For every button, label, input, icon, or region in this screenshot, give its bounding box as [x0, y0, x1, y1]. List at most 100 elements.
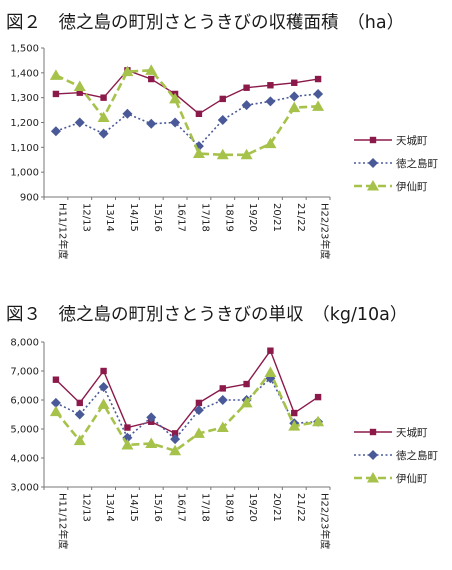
data-point	[76, 89, 83, 96]
legend-entry: 伊仙町	[354, 472, 428, 485]
legend-label: 伊仙町	[396, 180, 428, 193]
x-tick-label: H22/23年度	[319, 203, 332, 259]
x-tick-label: H22/23年度	[319, 493, 332, 549]
data-point	[243, 84, 250, 91]
data-point	[240, 148, 253, 160]
x-tick-label: 19/20	[247, 493, 258, 522]
y-tick-label: 5,000	[10, 425, 39, 436]
legend-marker	[367, 472, 379, 483]
chart-title: 図２ 徳之島の町別さとうきびの収穫面積 （ha）	[6, 13, 404, 33]
series-line	[55, 69, 319, 115]
series-line	[55, 350, 319, 435]
y-tick-label: 1,300	[10, 93, 39, 104]
legend-label: 徳之島町	[396, 157, 438, 170]
data-point	[314, 393, 322, 401]
y-tick-label: 8,000	[10, 338, 39, 349]
data-point	[291, 79, 298, 86]
legend-entry: 徳之島町	[354, 157, 438, 170]
data-point	[122, 108, 133, 119]
x-tick-label: 18/19	[223, 203, 234, 232]
legend-marker	[369, 136, 377, 144]
legend-marker	[367, 180, 379, 191]
data-point	[97, 111, 110, 123]
data-point	[121, 65, 134, 77]
x-tick-label: 17/18	[199, 493, 210, 522]
data-point	[217, 395, 228, 405]
series-伊仙町	[49, 366, 325, 456]
data-point	[219, 95, 226, 103]
legend-label: 天城町	[396, 135, 428, 147]
legend-label: 天城町	[396, 427, 428, 439]
data-point	[192, 427, 205, 438]
series-伊仙町	[49, 64, 325, 160]
data-point	[146, 412, 157, 423]
data-point	[265, 96, 276, 107]
x-tick-label: 19/20	[247, 203, 258, 232]
y-tick-label: 1,000	[10, 168, 39, 179]
y-tick-label: 1,200	[10, 118, 39, 129]
legend-label: 徳之島町	[396, 449, 438, 462]
series-line	[55, 93, 319, 147]
data-point	[291, 409, 298, 417]
chart-1: 図２ 徳之島の町別さとうきびの収穫面積 （ha） 900 1,000 1,100 1,2…	[6, 13, 438, 259]
data-point	[241, 100, 252, 111]
series-徳之島町	[50, 88, 324, 152]
legend-entry: 天城町	[354, 135, 428, 147]
y-tick-label: 900	[20, 193, 39, 204]
data-point	[74, 117, 85, 128]
data-point	[145, 437, 158, 448]
data-point	[52, 90, 60, 98]
data-point	[289, 91, 300, 102]
data-point	[148, 75, 155, 83]
data-point	[288, 101, 301, 113]
data-point	[170, 117, 181, 128]
series-line	[55, 377, 319, 440]
y-tick-label: 1,400	[10, 68, 39, 79]
legend-label: 伊仙町	[396, 472, 428, 485]
chart-2: 図３ 徳之島の町別さとうきびの単収 （kg/10a） 3,000 4,000 5,00…	[6, 305, 438, 549]
data-point	[76, 399, 83, 407]
x-tick-label: 15/16	[152, 493, 163, 522]
data-point	[195, 110, 203, 118]
x-tick-label: 18/19	[223, 493, 234, 522]
data-point	[171, 430, 179, 437]
data-point	[267, 82, 274, 89]
x-tick-label: 16/17	[176, 493, 187, 522]
data-point	[170, 434, 181, 445]
data-point	[288, 420, 301, 431]
y-tick-label: 4,000	[10, 454, 39, 465]
data-point	[217, 115, 228, 126]
x-tick-label: 20/21	[271, 203, 282, 232]
y-tick-label: 7,000	[10, 367, 39, 378]
data-point	[49, 69, 62, 80]
x-tick-label: 17/18	[199, 203, 210, 232]
legend-entry: 徳之島町	[354, 449, 438, 462]
data-point	[243, 380, 250, 388]
y-tick-label: 6,000	[10, 396, 39, 407]
chart-title: 図３ 徳之島の町別さとうきびの単収 （kg/10a）	[6, 305, 407, 325]
legend-marker	[368, 158, 378, 168]
data-point	[216, 421, 229, 433]
data-point	[264, 137, 277, 149]
x-tick-label: 13/14	[104, 493, 115, 522]
data-point	[313, 88, 324, 99]
x-tick-label: 21/22	[295, 493, 306, 522]
y-tick-label: 3,000	[10, 483, 39, 494]
data-point	[50, 126, 61, 137]
data-point	[49, 405, 62, 417]
data-point	[240, 396, 253, 408]
x-tick-label: 15/16	[152, 203, 163, 232]
data-point	[100, 367, 107, 375]
data-point	[74, 409, 85, 420]
data-point	[124, 424, 131, 431]
data-point	[219, 385, 226, 392]
series-line	[55, 69, 319, 157]
series-天城町	[52, 347, 322, 437]
data-point	[145, 64, 158, 75]
x-tick-label: 20/21	[271, 493, 282, 522]
data-point	[216, 148, 229, 160]
x-tick-label: 12/13	[80, 203, 91, 232]
data-point	[98, 128, 109, 139]
legend-entry: 天城町	[354, 427, 428, 439]
